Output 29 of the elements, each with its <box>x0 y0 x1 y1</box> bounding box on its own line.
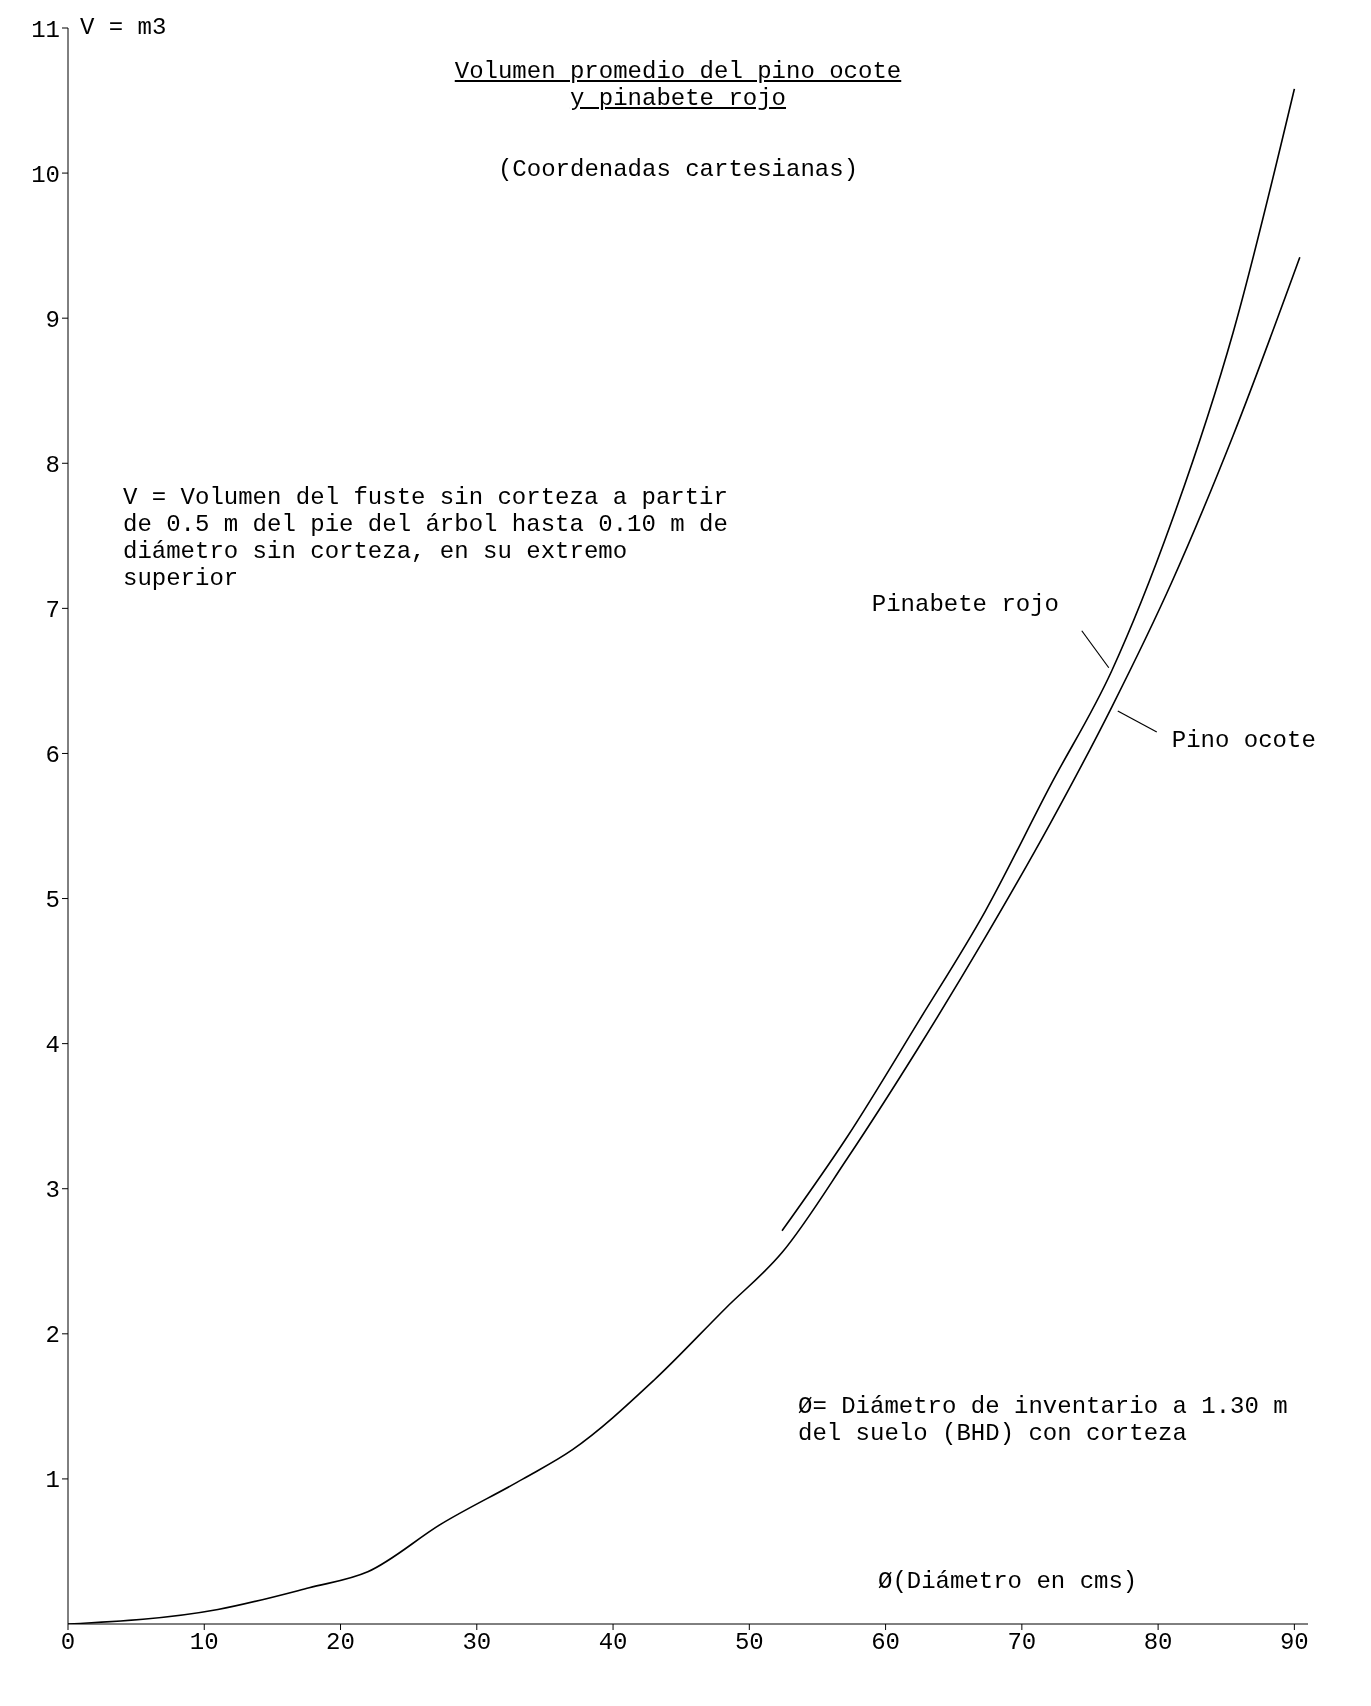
text: Pino ocote <box>1171 727 1316 755</box>
x-tick-label: 80 <box>1143 1629 1173 1657</box>
x-tick-label: 60 <box>871 1629 900 1657</box>
y-tick-label: 5 <box>45 887 60 915</box>
y-tick-label: 11 <box>31 16 60 44</box>
y-tick-label: 3 <box>45 1177 60 1205</box>
y-tick-label: 1 <box>45 1467 60 1495</box>
annotation: V = Volumen del fuste sin corteza a partir de 0.5 m del pie del árbol hasta 0.10 m de diámetro sin corteza, en su extremo superior <box>123 484 729 592</box>
y-tick-label: 2 <box>45 1322 60 1350</box>
text: Volumen promedio del pino ocote y pinabete rojo <box>453 58 903 112</box>
y-tick-label: 7 <box>45 596 60 624</box>
x-tick-label: 10 <box>189 1629 219 1657</box>
x-tick-label: 40 <box>598 1629 628 1657</box>
x-tick-label: 90 <box>1279 1629 1309 1657</box>
y-tick-label: 8 <box>45 451 60 479</box>
annotation: Ø= Diámetro de inventario a 1.30 m del suelo (BHD) con corteza <box>798 1393 1289 1447</box>
text: (Coordenadas cartesianas) <box>496 156 860 183</box>
x-tick-label: 70 <box>1007 1629 1037 1657</box>
text: Pinabete rojo <box>871 590 1060 618</box>
y-tick-label: 4 <box>45 1032 60 1060</box>
y-axis-title: V = m3 <box>80 14 167 41</box>
x-tick-label: 50 <box>734 1629 764 1657</box>
x-tick-label: 0 <box>60 1629 76 1657</box>
y-tick-label: 10 <box>31 161 60 189</box>
x-tick-label: 20 <box>326 1629 355 1657</box>
x-axis-title: Ø(Diámetro en cms) <box>878 1568 1138 1595</box>
x-tick-label: 30 <box>462 1629 492 1657</box>
y-tick-label: 6 <box>45 741 60 769</box>
y-tick-label: 9 <box>45 306 60 334</box>
